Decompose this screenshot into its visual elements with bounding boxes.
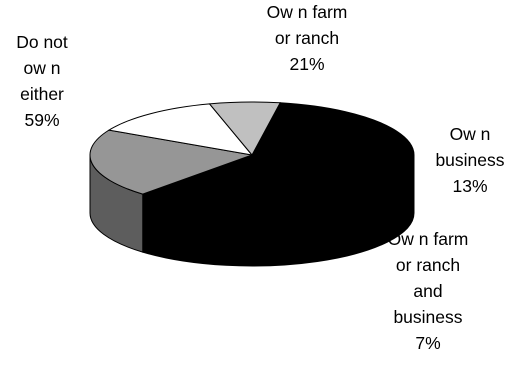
pie-slice-3 xyxy=(208,101,281,156)
slice-label-1: Ow n farm or ranch 21% xyxy=(267,2,348,74)
slice-label-line: and xyxy=(413,281,442,301)
pie-slice-1 xyxy=(89,129,254,195)
slice-label-2: Ow n business 13% xyxy=(435,124,504,196)
slice-label-line: either xyxy=(20,84,64,104)
slice-label-line: business xyxy=(393,307,462,327)
slice-label-line: ow n xyxy=(24,58,61,78)
slice-labels: Do not ow n either 59%Ow n farm or ranch 21%O… xyxy=(16,2,505,353)
slice-label-line: Ow n farm xyxy=(267,2,348,22)
slice-label-3: Ow n farm or ranch and business 7% xyxy=(388,229,469,353)
slice-label-line: or ranch xyxy=(275,28,339,48)
pie-tops xyxy=(89,101,415,209)
slice-value-0: 59% xyxy=(24,110,59,130)
slice-label-line: Ow n farm xyxy=(388,229,469,249)
slice-label-line: business xyxy=(435,150,504,170)
slice-label-line: Ow n xyxy=(450,124,491,144)
slice-label-0: Do not ow n either 59% xyxy=(16,32,68,130)
slice-label-line: or ranch xyxy=(396,255,460,275)
slice-value-3: 7% xyxy=(415,333,440,353)
pie-slice-0 xyxy=(141,102,415,209)
pie-slice-2 xyxy=(107,103,254,156)
slice-label-line: Do not xyxy=(16,32,68,52)
slice-value-2: 13% xyxy=(452,176,487,196)
slice-value-1: 21% xyxy=(289,54,324,74)
